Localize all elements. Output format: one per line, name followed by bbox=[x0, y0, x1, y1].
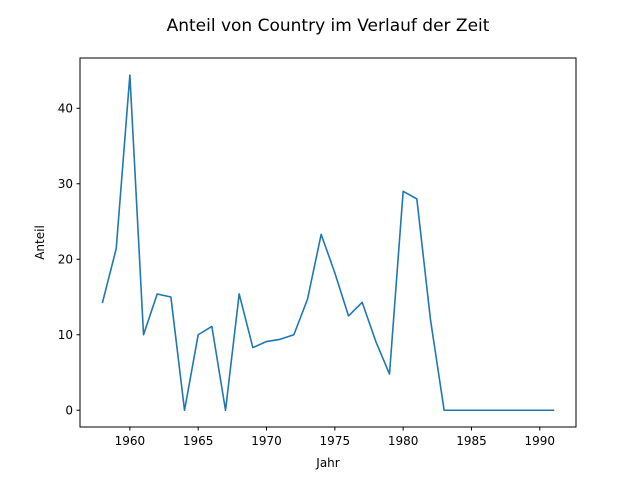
y-tick-label: 10 bbox=[58, 328, 73, 342]
x-tick-label: 1970 bbox=[251, 434, 282, 448]
x-tick-label: 1975 bbox=[320, 434, 351, 448]
series-line bbox=[101, 74, 555, 412]
x-tick-label: 1990 bbox=[525, 434, 556, 448]
y-tick-label: 20 bbox=[58, 253, 73, 267]
x-tick-label: 1980 bbox=[388, 434, 419, 448]
x-tick-label: 1985 bbox=[456, 434, 487, 448]
chart-title: Anteil von Country im Verlauf der Zeit bbox=[167, 16, 490, 36]
axes-frame bbox=[79, 57, 577, 428]
plot-area bbox=[101, 74, 555, 412]
x-axis: 1960 1965 1970 1975 1980 1985 1990 bbox=[115, 427, 555, 448]
x-tick-label: 1965 bbox=[183, 434, 214, 448]
y-tick-label: 40 bbox=[58, 102, 73, 116]
y-tick-label: 30 bbox=[58, 177, 73, 191]
y-axis: 0 10 20 30 40 bbox=[58, 102, 80, 418]
y-tick-label: 0 bbox=[65, 404, 73, 418]
x-tick-label: 1960 bbox=[115, 434, 146, 448]
y-axis-label: Anteil bbox=[33, 225, 47, 260]
x-axis-label: Jahr bbox=[315, 456, 339, 470]
